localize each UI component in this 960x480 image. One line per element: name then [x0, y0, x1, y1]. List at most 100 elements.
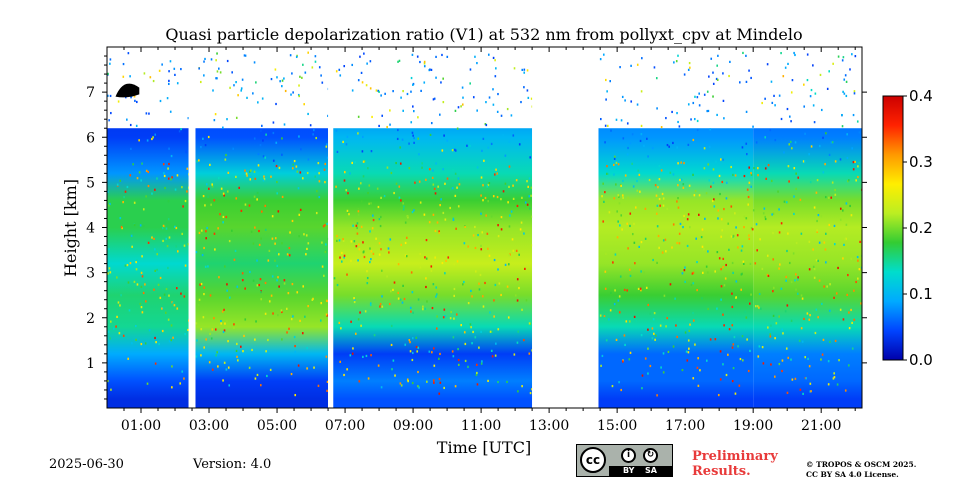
speckle [848, 311, 850, 314]
speckle [217, 227, 219, 230]
speckle [274, 259, 276, 262]
speckle [474, 336, 477, 339]
speckle [809, 95, 812, 98]
speckle [616, 236, 619, 239]
speckle [225, 153, 227, 157]
speckle [703, 93, 706, 96]
speckle [474, 326, 477, 329]
speckle [779, 263, 781, 266]
speckle [629, 274, 632, 278]
speckle [488, 254, 491, 257]
speckle [395, 182, 398, 185]
speckle [720, 298, 722, 301]
speckle [709, 128, 712, 131]
speckle [195, 322, 198, 325]
speckle [648, 178, 651, 182]
speckle [257, 164, 260, 167]
speckle [850, 257, 853, 260]
speckle [722, 72, 724, 75]
data-gaps [188, 47, 599, 408]
speckle [220, 322, 222, 325]
speckle [181, 232, 184, 236]
speckle [178, 130, 181, 133]
y-tick-label: 4 [86, 221, 95, 237]
speckle [695, 237, 698, 240]
speckle [366, 282, 369, 285]
speckle [526, 180, 528, 183]
speckle [256, 259, 258, 262]
speckle [624, 99, 626, 102]
speckle [608, 211, 611, 214]
speckle [484, 123, 487, 126]
speckle [293, 159, 296, 163]
speckle [685, 350, 688, 353]
speckle [813, 276, 816, 279]
speckle [496, 172, 499, 175]
speckle [728, 74, 730, 78]
speckle [165, 227, 168, 230]
speckle [728, 328, 731, 331]
speckle [665, 250, 667, 253]
speckle [261, 124, 263, 127]
speckle [672, 141, 674, 145]
speckle [766, 273, 769, 277]
speckle [809, 314, 811, 317]
speckle [259, 278, 262, 281]
speckle [793, 51, 795, 55]
speckle [168, 79, 170, 82]
speckle [764, 136, 767, 139]
speckle [480, 176, 483, 179]
speckle [623, 288, 626, 292]
speckle [671, 246, 673, 249]
speckle [395, 161, 397, 165]
speckle [379, 302, 382, 306]
speckle [475, 363, 478, 366]
speckle [214, 248, 216, 251]
speckle [491, 355, 494, 358]
speckle [151, 236, 153, 239]
speckle [126, 185, 129, 189]
speckle [508, 185, 510, 188]
speckle [750, 293, 752, 296]
speckle [170, 338, 173, 342]
speckle [161, 329, 164, 333]
speckle [782, 332, 784, 335]
speckle [750, 76, 752, 80]
speckle [441, 53, 443, 57]
speckle [375, 89, 378, 92]
speckle [492, 88, 494, 91]
speckle [405, 255, 408, 258]
speckle [439, 204, 441, 207]
speckle [620, 184, 622, 187]
speckle [637, 287, 640, 291]
speckle [406, 92, 409, 96]
preliminary-line-2: Results. [692, 464, 751, 479]
speckle [397, 128, 399, 132]
speckle [480, 212, 482, 215]
speckle [151, 192, 153, 195]
speckle [722, 265, 724, 269]
speckle [755, 141, 758, 144]
preliminary-results-note: Preliminary Results. [692, 449, 778, 479]
speckle [110, 388, 112, 391]
speckle [323, 274, 325, 277]
speckle [701, 245, 704, 248]
speckle [671, 110, 673, 114]
speckle [271, 275, 274, 278]
speckle [134, 99, 136, 102]
speckle [851, 53, 853, 56]
speckle [507, 316, 510, 319]
speckle [735, 296, 738, 299]
speckle [666, 207, 668, 211]
speckle [703, 248, 705, 251]
speckle [631, 162, 633, 165]
speckle [438, 357, 440, 360]
speckle [834, 160, 837, 163]
speckle [638, 245, 640, 249]
speckle [167, 82, 170, 86]
speckle [500, 198, 502, 201]
speckle [422, 305, 424, 308]
speckle [764, 215, 767, 219]
cc-by-sa-badge[interactable]: cc i ↻ BY SA [576, 444, 673, 477]
